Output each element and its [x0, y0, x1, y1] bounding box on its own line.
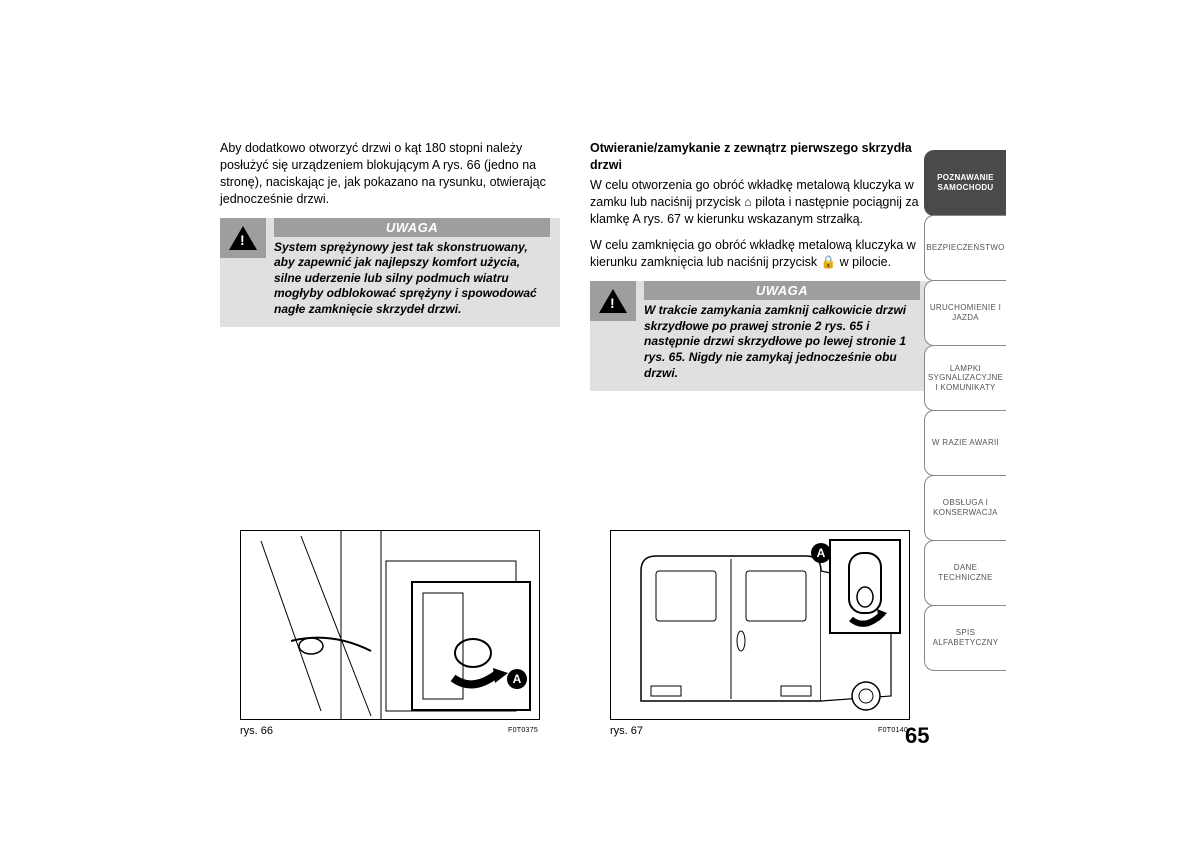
tab-1[interactable]: BEZPIECZEŃSTWO: [924, 215, 1006, 281]
left-column: Aby dodatkowo otworzyć drzwi o kąt 180 s…: [220, 140, 560, 327]
tab-0[interactable]: POZNAWANIE SAMOCHODU: [924, 150, 1006, 216]
tab-7[interactable]: SPIS ALFABETYCZNY: [924, 605, 1006, 671]
warning-text: W trakcie zamykania zamknij całkowicie d…: [600, 303, 920, 381]
callout-a-66: A: [507, 669, 527, 689]
figure-66-inset: A: [411, 581, 531, 711]
warning-box-left: UWAGA System sprężynowy jest tak skonstr…: [220, 218, 560, 328]
warning-label: UWAGA: [644, 281, 920, 300]
tab-5[interactable]: OBSŁUGA I KONSERWACJA: [924, 475, 1006, 541]
intro-paragraph: Aby dodatkowo otworzyć drzwi o kąt 180 s…: [220, 140, 560, 208]
paragraph-1: W celu otworzenia go obróć wkładkę metal…: [590, 177, 930, 228]
figure-66-code: F0T0375: [508, 727, 538, 734]
side-tabs: POZNAWANIE SAMOCHODUBEZPIECZEŃSTWOURUCHO…: [924, 150, 1006, 670]
tab-4[interactable]: W RAZIE AWARII: [924, 410, 1006, 476]
figure-67-inset: [829, 539, 901, 634]
warning-icon: [590, 281, 636, 321]
tab-3[interactable]: LAMPKI SYGNALIZACYJNE I KOMUNIKATY: [924, 345, 1006, 411]
warning-text: System sprężynowy jest tak skonstruowany…: [230, 240, 550, 318]
figure-67: A: [610, 530, 910, 720]
section-heading: Otwieranie/zamykanie z zewnątrz pierwsze…: [590, 140, 930, 174]
warning-box-right: UWAGA W trakcie zamykania zamknij całkow…: [590, 281, 930, 391]
figure-67-code: F0T0140: [878, 727, 908, 734]
tab-2[interactable]: URUCHOMIENIE I JAZDA: [924, 280, 1006, 346]
paragraph-2: W celu zamknięcia go obróć wkładkę metal…: [590, 237, 930, 271]
callout-a-67: A: [811, 543, 831, 563]
tab-6[interactable]: DANE TECHNICZNE: [924, 540, 1006, 606]
page-number: 65: [905, 723, 1090, 778]
warning-label: UWAGA: [274, 218, 550, 237]
figure-67-caption: rys. 67: [610, 725, 643, 737]
right-column: Otwieranie/zamykanie z zewnątrz pierwsze…: [590, 140, 930, 391]
warning-icon: [220, 218, 266, 258]
figure-66-caption: rys. 66: [240, 725, 273, 737]
figure-66: A: [240, 530, 540, 720]
